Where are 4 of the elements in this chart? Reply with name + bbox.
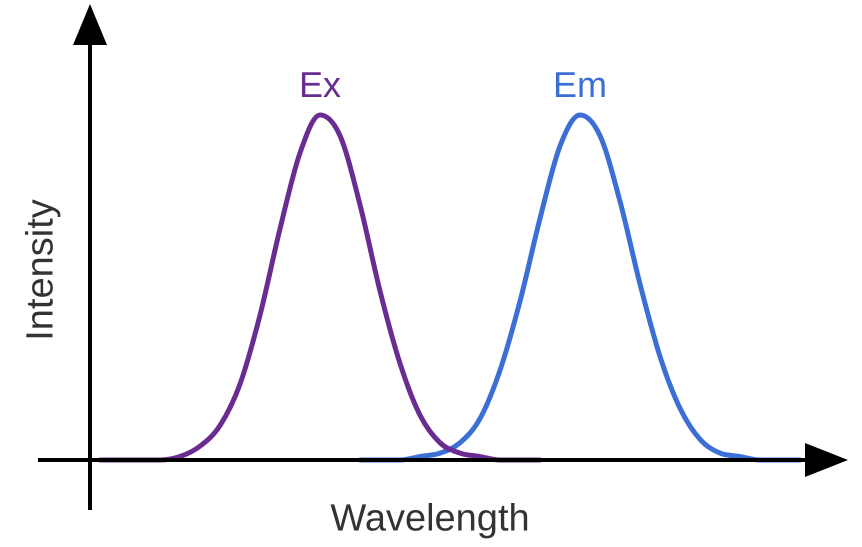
x-axis-title: Wavelength [330,497,530,540]
y-axis-title: Intensity [19,199,62,341]
series-label: Em [553,64,607,105]
series-label: Ex [298,64,342,105]
